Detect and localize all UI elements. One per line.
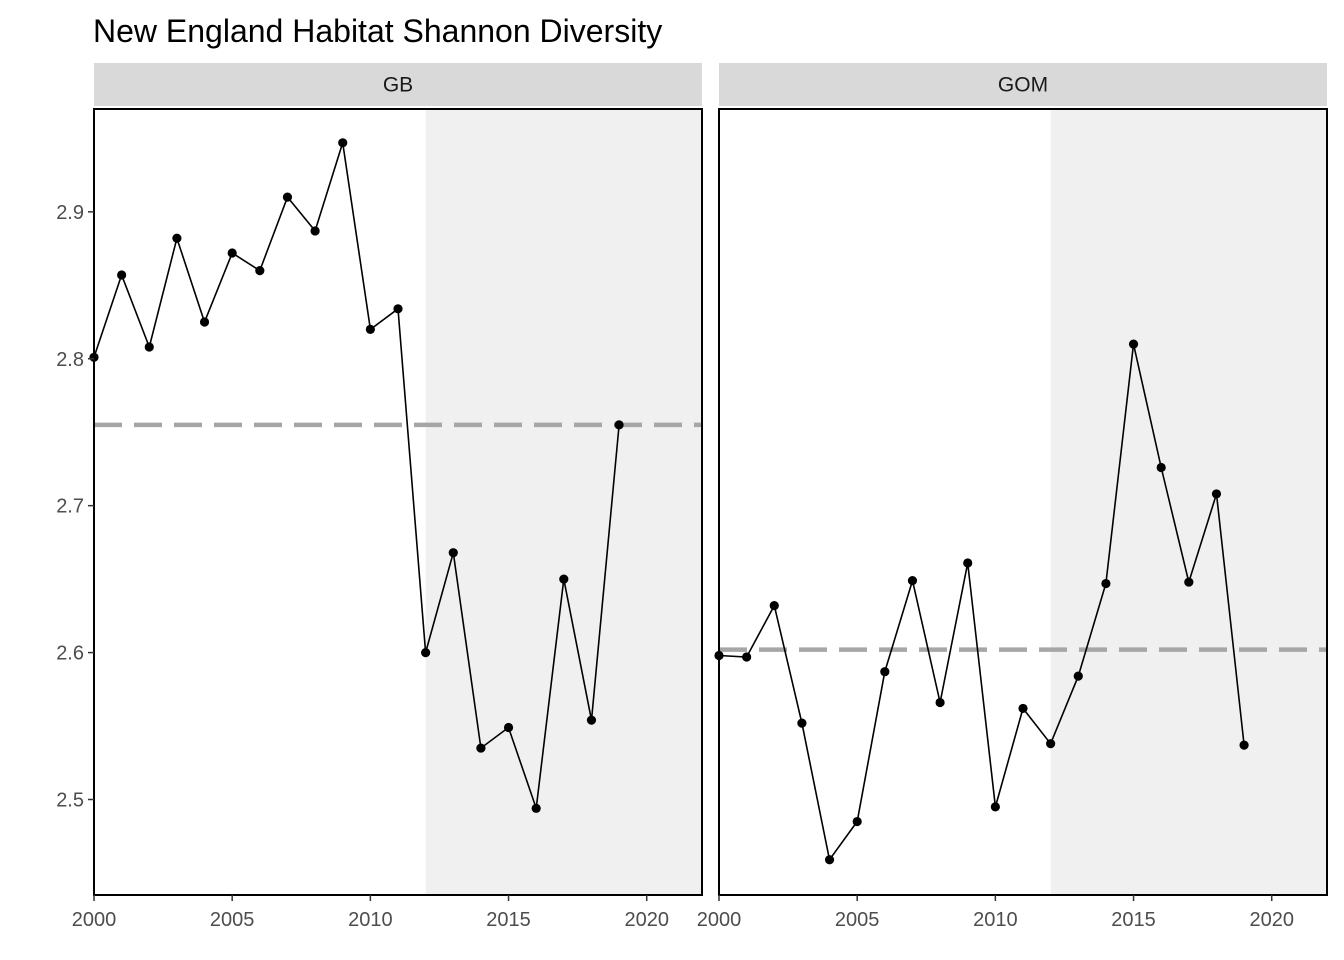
data-point (1073, 671, 1083, 681)
data-point (1101, 578, 1111, 589)
data-point (172, 233, 182, 243)
y-axis: 2.5 2.6 2.7 2.8 2.9 (56, 202, 94, 812)
y-tick-label: 2.6 (56, 643, 84, 665)
data-point (1156, 462, 1166, 473)
data-point (1046, 739, 1056, 749)
facet-strip (719, 63, 1327, 106)
data-point (1239, 740, 1249, 750)
shaded-region (1050, 109, 1327, 895)
chart-title: New England Habitat Shannon Diversity (93, 13, 662, 49)
data-point (1018, 703, 1028, 714)
data-point (963, 558, 973, 568)
data-point (586, 715, 597, 725)
data-point (935, 697, 945, 708)
data-point (559, 574, 569, 584)
data-point (476, 743, 486, 753)
data-point (824, 855, 835, 865)
facet-panels: GB 2000 2005 2010 2015 2020 GOM 2000 2005 2010 201… (72, 63, 1328, 931)
facet-strip-label: GB (383, 74, 413, 97)
data-point (117, 270, 127, 280)
x-tick-label: 2005 (210, 909, 255, 931)
data-point (144, 342, 154, 352)
data-point (365, 324, 375, 334)
x-tick-label: 2020 (624, 909, 669, 931)
x-tick-label: 2005 (835, 909, 880, 931)
y-tick-label: 2.5 (56, 790, 84, 812)
series-line (718, 343, 1245, 862)
data-point (227, 248, 237, 258)
x-tick-label: 2010 (348, 909, 393, 931)
data-point (255, 266, 265, 276)
x-tick-label: 2010 (973, 909, 1018, 931)
x-tick-label: 2015 (486, 909, 531, 931)
y-tick-label: 2.7 (56, 496, 84, 518)
x-tick-label: 2015 (1111, 909, 1156, 931)
data-point (797, 718, 807, 728)
data-point (990, 802, 1000, 812)
facet-strip (94, 63, 702, 106)
data-point (769, 600, 779, 611)
x-tick-label: 2000 (697, 909, 742, 931)
shaded-region (425, 109, 702, 895)
panel-border (93, 108, 703, 896)
data-point (531, 803, 541, 813)
data-point (338, 138, 348, 148)
y-tick-label: 2.8 (56, 349, 84, 371)
series-line (93, 142, 620, 809)
data-point (282, 192, 293, 202)
data-point (1211, 489, 1222, 499)
data-point (852, 816, 862, 827)
data-point (421, 647, 431, 658)
data-point (199, 317, 210, 327)
data-point (1128, 339, 1139, 349)
data-point (503, 722, 514, 733)
facet-strip-label: GOM (998, 74, 1048, 97)
panel-border (718, 108, 1328, 896)
data-point (448, 548, 458, 558)
y-tick-label: 2.9 (56, 202, 84, 224)
data-point (880, 667, 890, 677)
panel-gom: GOM 2000 2005 2010 2015 2020 (697, 63, 1328, 931)
data-point (393, 304, 403, 314)
data-point (1184, 577, 1194, 587)
data-point (907, 576, 918, 586)
x-tick-label: 2000 (72, 909, 117, 931)
x-tick-label: 2020 (1249, 909, 1294, 931)
panel-gb: GB 2000 2005 2010 2015 2020 (72, 63, 703, 931)
data-point (310, 226, 320, 236)
data-point (742, 652, 752, 662)
data-point (614, 420, 624, 430)
